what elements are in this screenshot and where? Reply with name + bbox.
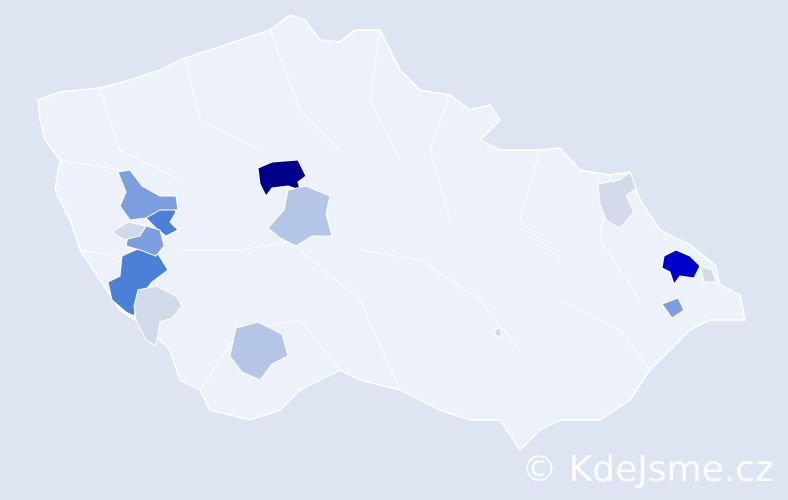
district-faint-4 bbox=[699, 265, 717, 283]
country-outline bbox=[37, 14, 746, 452]
district-medium-light-3 bbox=[661, 297, 685, 319]
district-faint-3 bbox=[597, 171, 637, 229]
watermark-logo: © KdeJsme.cz bbox=[521, 449, 774, 490]
district-light-2 bbox=[229, 321, 289, 381]
district-borders bbox=[59, 29, 651, 391]
district-faint-5 bbox=[493, 327, 503, 337]
district-dark bbox=[661, 249, 701, 286]
district-faint-1 bbox=[111, 221, 147, 241]
district-faint-2 bbox=[133, 285, 183, 347]
district-light-1 bbox=[267, 185, 333, 247]
district-medium-light-1 bbox=[117, 169, 179, 221]
